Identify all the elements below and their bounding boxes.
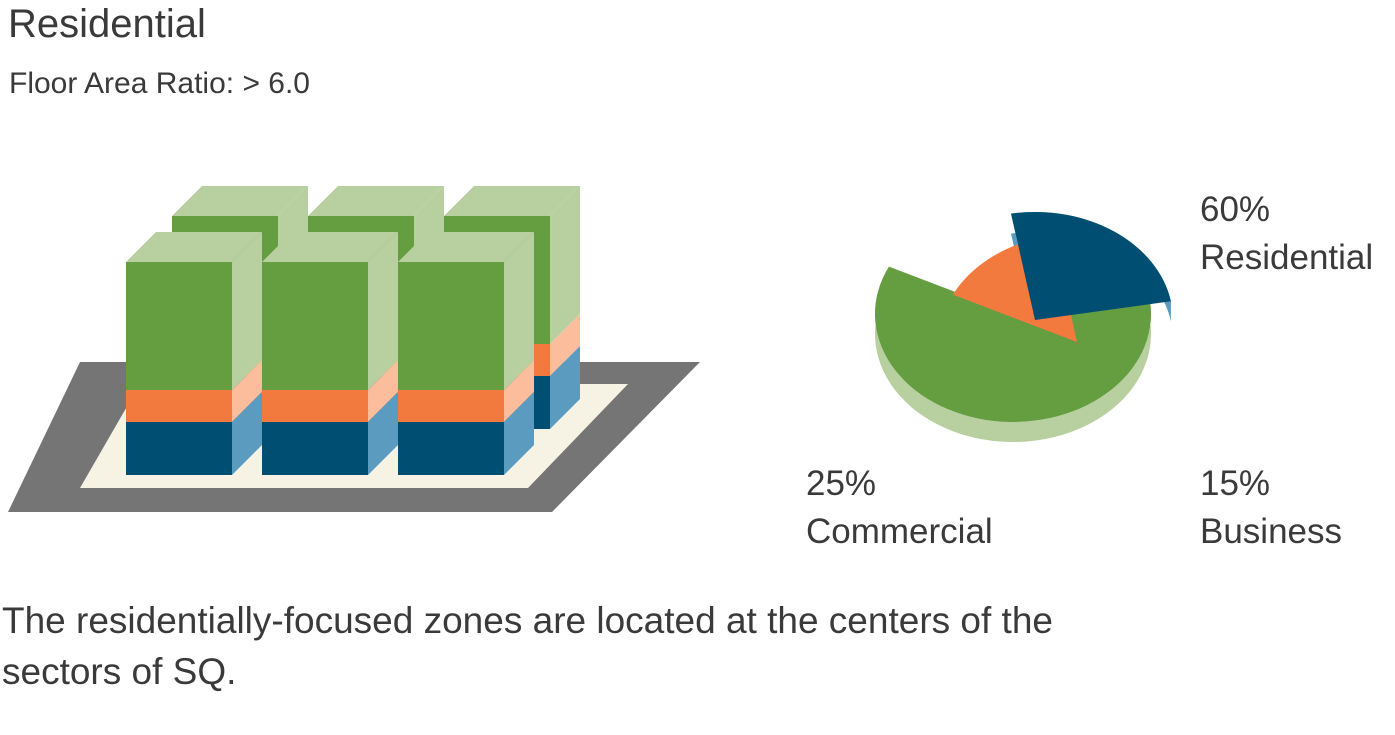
side-commercial: [550, 346, 580, 429]
front-residential: [398, 262, 504, 390]
label-business-value: 15%: [1200, 464, 1271, 503]
side-residential: [368, 232, 398, 390]
front-business: [398, 390, 504, 422]
pie-slice-commercial: [1011, 212, 1171, 320]
side-residential: [504, 232, 534, 390]
building-front-2: [262, 232, 398, 475]
side-residential: [550, 186, 580, 344]
label-residential-value: 60%: [1200, 190, 1271, 229]
top-face: [172, 186, 308, 216]
page-title: Residential: [8, 2, 206, 46]
pie-tops: [875, 212, 1171, 422]
label-residential-name: Residential: [1200, 238, 1374, 277]
front-business: [126, 390, 232, 422]
side-residential: [232, 232, 262, 390]
top-face: [444, 186, 580, 216]
label-commercial-value: 25%: [806, 464, 877, 503]
top-face: [262, 232, 398, 262]
floor-area-ratio: Floor Area Ratio: > 6.0: [9, 67, 310, 100]
building-front-3: [398, 232, 534, 475]
side-business: [550, 314, 580, 376]
label-commercial: 25% Commercial: [806, 460, 993, 556]
front-commercial: [262, 422, 368, 475]
side-business: [504, 360, 534, 422]
side-commercial: [504, 392, 534, 475]
label-business: 15% Business: [1200, 460, 1342, 556]
top-face: [308, 186, 444, 216]
front-commercial: [126, 422, 232, 475]
pie-chart: [875, 212, 1171, 442]
caption-text: The residentially-focused zones are loca…: [2, 600, 1053, 692]
building-front-1: [126, 232, 262, 475]
side-business: [368, 360, 398, 422]
side-business: [232, 360, 262, 422]
building-blocks: [126, 186, 580, 475]
front-residential: [262, 262, 368, 390]
side-commercial: [368, 392, 398, 475]
front-commercial: [398, 422, 504, 475]
front-residential: [126, 262, 232, 390]
label-residential: 60% Residential: [1200, 186, 1373, 282]
label-commercial-name: Commercial: [806, 512, 993, 551]
top-face: [398, 232, 534, 262]
front-business: [262, 390, 368, 422]
label-business-name: Business: [1200, 512, 1343, 551]
top-face: [126, 232, 262, 262]
building-block-illustration: [8, 186, 700, 512]
side-commercial: [232, 392, 262, 475]
